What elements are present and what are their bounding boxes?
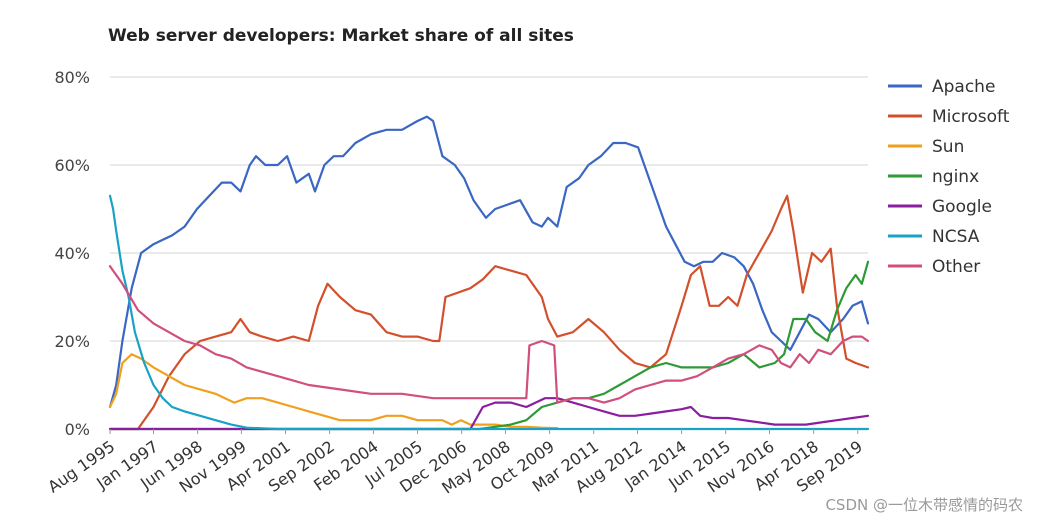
series-line-apache (108, 115, 870, 409)
legend-label-nginx: nginx (932, 167, 979, 187)
series-line-nginx (108, 260, 870, 431)
series-line-microsoft (108, 194, 870, 431)
y-axis: 0% 20% 40% 60% 80% (54, 68, 90, 439)
y-tick-label: 0% (65, 420, 90, 439)
series-line-sun (108, 353, 559, 430)
legend: Apache Microsoft Sun nginx Google NCSA Other (888, 77, 1010, 277)
legend-label-microsoft: Microsoft (932, 107, 1010, 127)
series-line-google (108, 397, 870, 431)
legend-label-sun: Sun (932, 137, 964, 157)
legend-label-apache: Apache (932, 77, 995, 97)
y-tick-label: 60% (54, 156, 90, 175)
watermark: CSDN @一位木带感情的码农 (825, 496, 1023, 514)
series-lines (108, 115, 870, 431)
y-tick-label: 80% (54, 68, 90, 87)
legend-label-other: Other (932, 257, 980, 277)
series-line-other (108, 265, 870, 404)
series-line-ncsa (108, 194, 870, 431)
y-tick-label: 40% (54, 244, 90, 263)
chart-title: Web server developers: Market share of a… (108, 26, 574, 46)
legend-label-ncsa: NCSA (932, 227, 980, 247)
y-tick-label: 20% (54, 332, 90, 351)
gridlines (110, 76, 868, 430)
legend-label-google: Google (932, 197, 992, 217)
